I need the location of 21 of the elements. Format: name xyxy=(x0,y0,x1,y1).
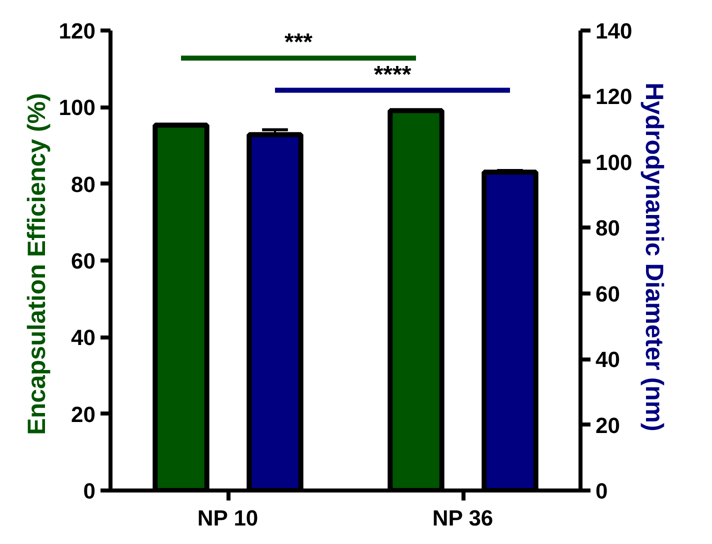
y-tick-label: 0 xyxy=(83,478,96,504)
y2-tick-label: 140 xyxy=(596,18,632,44)
y-tick-label: 40 xyxy=(71,325,96,350)
annotation: **** xyxy=(374,61,412,88)
y2-tick-label: 20 xyxy=(596,412,620,438)
y2-axis-title: Hydrodynamic Diameter (nm) xyxy=(640,82,668,432)
y2-tick-label: 40 xyxy=(596,347,620,372)
y2-tick-label: 80 xyxy=(596,216,620,241)
y2-tick-label: 0 xyxy=(596,478,608,504)
y-tick-label: 100 xyxy=(58,95,96,120)
y-tick-label: 20 xyxy=(71,402,96,427)
x-tick-label: NP 10 xyxy=(197,506,258,530)
x-tick-label: NP 36 xyxy=(432,506,494,530)
y2-tick-label: 60 xyxy=(596,281,620,306)
annotation: *** xyxy=(284,29,314,56)
y-tick-label: 80 xyxy=(71,172,96,197)
y-tick-label: 60 xyxy=(71,248,96,274)
y-tick-label: 120 xyxy=(58,18,96,44)
y2-tick-label: 100 xyxy=(596,150,632,175)
y2-tick-label: 120 xyxy=(596,84,632,110)
y-axis-title: Encapsulation Efficiency (%) xyxy=(22,93,51,435)
